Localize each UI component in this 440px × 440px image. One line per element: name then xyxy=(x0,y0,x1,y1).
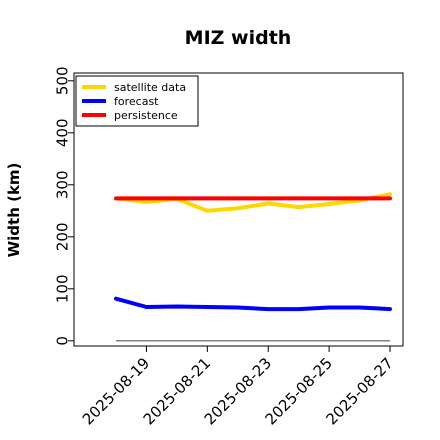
y-axis-label: Width (km) xyxy=(5,163,23,258)
y-tick-label: 300 xyxy=(53,170,71,199)
chart-title: MIZ width xyxy=(185,27,292,49)
y-tick-label: 100 xyxy=(53,274,71,303)
legend-entry-label: forecast xyxy=(114,95,159,108)
legend-entry-label: satellite data xyxy=(114,81,186,94)
legend-entry-label: persistence xyxy=(114,109,178,122)
y-tick-label: 400 xyxy=(53,118,71,147)
plot-frame xyxy=(73,72,404,347)
y-tick-label: 0 xyxy=(53,336,71,346)
y-tick-label: 500 xyxy=(53,66,71,95)
y-tick-label: 200 xyxy=(53,222,71,251)
series-line-satellite-data xyxy=(114,192,392,213)
series-line-forecast xyxy=(114,296,392,312)
